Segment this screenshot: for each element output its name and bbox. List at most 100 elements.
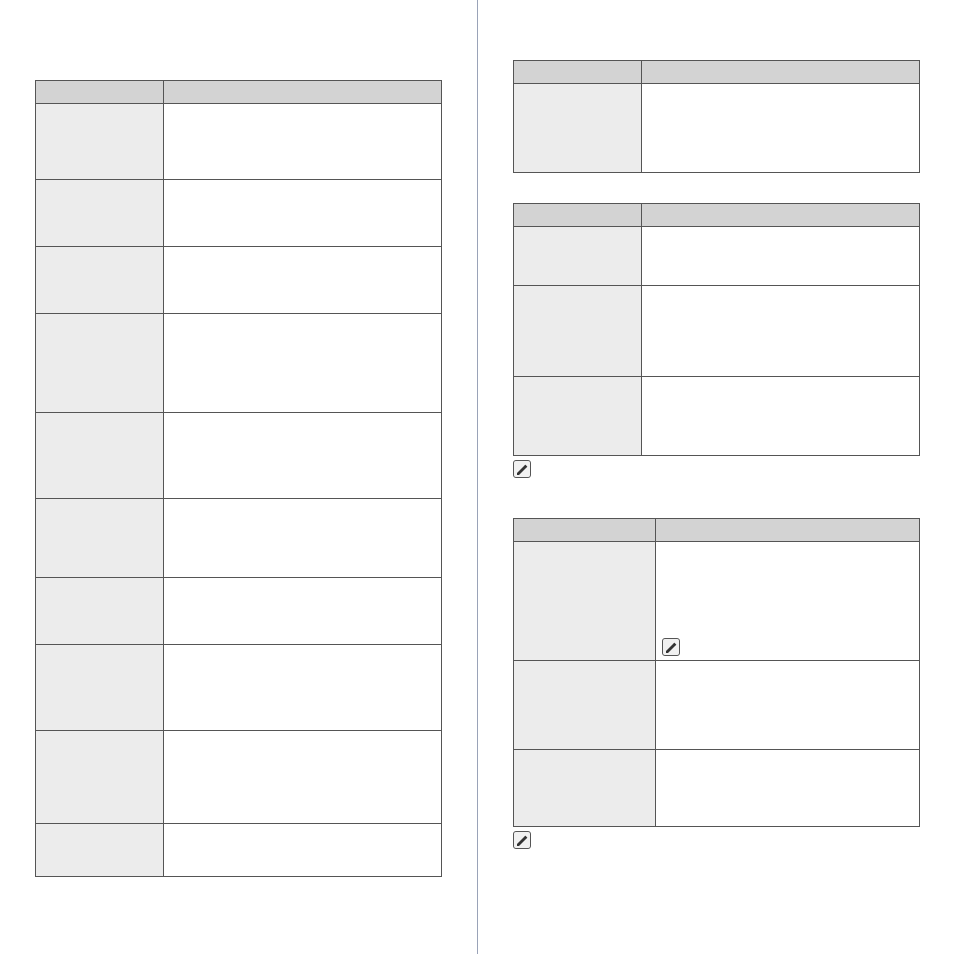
table-row xyxy=(36,104,442,180)
row-value-cell xyxy=(164,578,442,645)
page-columns xyxy=(0,0,954,954)
row-value-cell xyxy=(656,542,920,661)
row-value xyxy=(164,499,441,577)
row-value xyxy=(164,731,441,823)
table-row xyxy=(36,247,442,314)
table-wrapper-right-2 xyxy=(513,518,920,849)
row-label-cell xyxy=(36,499,164,578)
header-label xyxy=(642,61,919,83)
row-label-cell xyxy=(514,542,656,661)
header-label xyxy=(514,61,641,83)
header-label xyxy=(164,81,441,103)
row-label-cell xyxy=(36,413,164,499)
row-value xyxy=(642,377,919,455)
row-value-cell xyxy=(642,227,920,286)
row-label xyxy=(514,286,641,376)
data-table-left xyxy=(35,80,442,877)
table-row xyxy=(36,645,442,731)
data-table-right-0 xyxy=(513,60,920,173)
row-label xyxy=(514,750,655,826)
note-icon xyxy=(513,460,531,478)
row-label-cell xyxy=(514,377,642,456)
inline-note xyxy=(656,632,919,662)
row-label xyxy=(514,227,641,285)
row-value-cell xyxy=(164,247,442,314)
table-row xyxy=(514,84,920,173)
row-value-cell xyxy=(164,314,442,413)
table-row xyxy=(36,499,442,578)
row-value xyxy=(656,542,919,660)
row-value xyxy=(656,750,919,826)
row-label xyxy=(514,377,641,455)
row-label xyxy=(36,824,163,876)
row-value-cell xyxy=(164,731,442,824)
table-row xyxy=(36,413,442,499)
row-label-cell xyxy=(36,314,164,413)
row-value-cell xyxy=(164,499,442,578)
row-value-cell xyxy=(164,824,442,877)
row-value-cell xyxy=(164,104,442,180)
row-label xyxy=(36,180,163,246)
row-value-cell xyxy=(164,413,442,499)
row-value xyxy=(164,314,441,412)
header-label xyxy=(36,81,163,103)
row-value xyxy=(164,247,441,313)
table-header-cell xyxy=(514,61,642,84)
row-label-cell xyxy=(514,286,642,377)
row-label xyxy=(36,247,163,313)
row-label xyxy=(36,731,163,823)
row-label xyxy=(36,499,163,577)
table-footnote xyxy=(513,831,920,849)
left-column xyxy=(0,0,478,954)
row-value xyxy=(164,645,441,730)
table-row xyxy=(514,377,920,456)
row-value xyxy=(656,661,919,749)
row-value xyxy=(164,824,441,876)
table-row xyxy=(514,227,920,286)
row-label xyxy=(36,645,163,730)
table-header-cell xyxy=(642,61,920,84)
header-label xyxy=(514,519,655,541)
row-label-cell xyxy=(36,180,164,247)
header-label xyxy=(514,204,641,226)
table-row xyxy=(36,731,442,824)
row-value xyxy=(164,413,441,498)
row-value xyxy=(164,578,441,644)
row-label-cell xyxy=(36,645,164,731)
row-value xyxy=(642,227,919,285)
row-label-cell xyxy=(36,578,164,645)
table-header-cell xyxy=(514,204,642,227)
table-wrapper-right-0 xyxy=(513,60,920,173)
table-header-cell xyxy=(642,204,920,227)
table-row xyxy=(514,661,920,750)
table-header-cell xyxy=(656,519,920,542)
row-value-cell xyxy=(164,180,442,247)
row-label xyxy=(36,578,163,644)
row-value xyxy=(642,286,919,376)
row-value-cell xyxy=(642,84,920,173)
data-table-right-1 xyxy=(513,203,920,456)
table-header-cell xyxy=(36,81,164,104)
row-label-cell xyxy=(514,750,656,827)
table-row xyxy=(36,180,442,247)
row-label xyxy=(514,661,655,749)
row-value xyxy=(164,180,441,246)
row-label xyxy=(514,84,641,172)
table-footnote xyxy=(513,460,920,478)
row-label-cell xyxy=(36,824,164,877)
header-label xyxy=(642,204,919,226)
row-label xyxy=(36,104,163,179)
table-wrapper-left xyxy=(35,80,442,877)
row-value xyxy=(164,104,441,179)
row-label-cell xyxy=(514,227,642,286)
header-label xyxy=(656,519,919,541)
row-value-cell xyxy=(656,661,920,750)
row-label xyxy=(36,413,163,498)
row-label-cell xyxy=(514,84,642,173)
data-table-right-2 xyxy=(513,518,920,827)
row-value-cell xyxy=(642,286,920,377)
row-label-cell xyxy=(514,661,656,750)
row-value-cell xyxy=(656,750,920,827)
table-header-cell xyxy=(164,81,442,104)
row-label-cell xyxy=(36,247,164,314)
